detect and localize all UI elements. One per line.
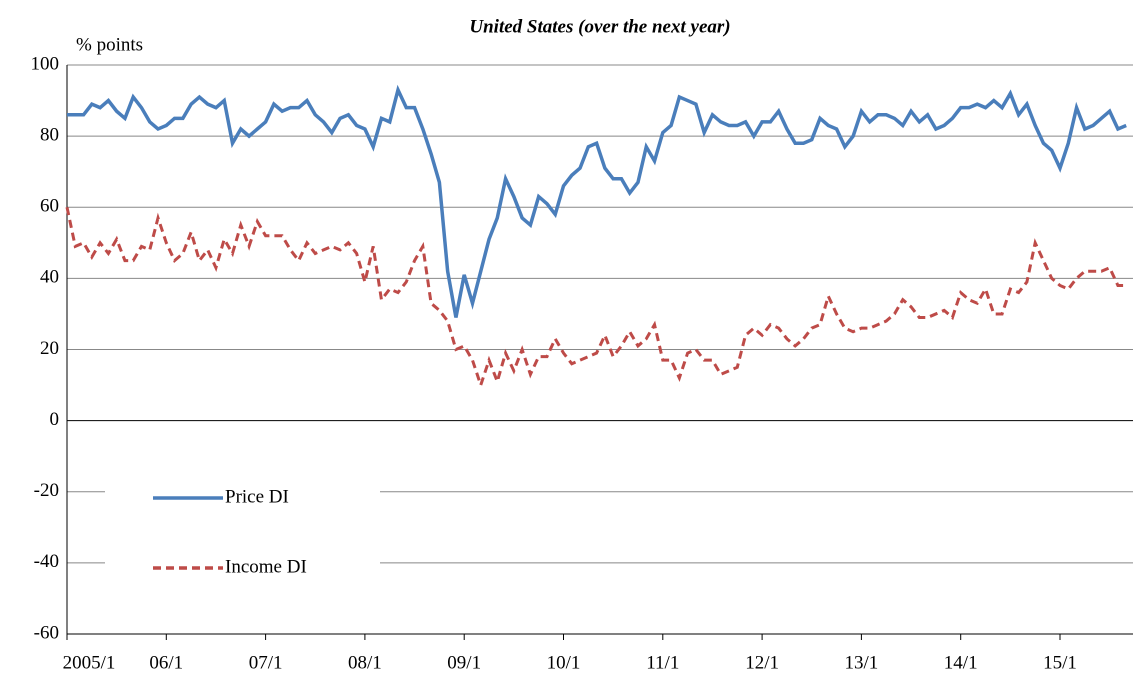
x-tick-label: 11/1 [646,652,679,673]
x-tick-label: 13/1 [845,652,879,673]
y-tick-label: 60 [40,196,59,217]
legend-box [105,470,380,595]
x-tick-label: 12/1 [745,652,779,673]
x-tick-label: 07/1 [249,652,283,673]
x-tick-label: 14/1 [944,652,978,673]
x-tick-label: 09/1 [447,652,481,673]
x-tick-label: 06/1 [149,652,183,673]
x-tick-label: 2005/1 [63,652,116,673]
x-tick-label: 15/1 [1043,652,1077,673]
y-tick-label: 100 [31,53,60,74]
y-tick-label: -40 [34,551,59,572]
y-tick-label: 0 [50,409,60,430]
y-tick-label: 40 [40,267,59,288]
y-tick-label: -60 [34,622,59,643]
legend-label: Income DI [225,556,307,577]
series-line [67,84,1127,318]
chart-title: United States (over the next year) [469,16,730,37]
series-line [65,206,1127,390]
y-tick-label: 20 [40,338,59,359]
x-tick-label: 08/1 [348,652,382,673]
y-tick-label: 80 [40,124,59,145]
y-axis-label: % points [76,34,143,55]
x-tick-label: 10/1 [547,652,581,673]
legend-label: Price DI [225,486,289,507]
y-tick-label: -20 [34,480,59,501]
